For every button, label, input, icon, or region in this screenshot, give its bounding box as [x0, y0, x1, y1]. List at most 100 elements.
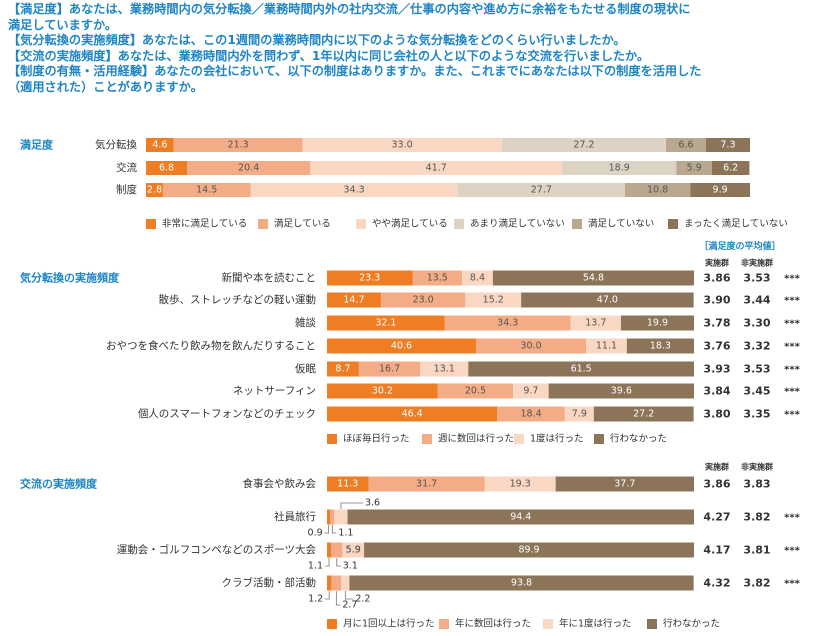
mean-value: 3.44 — [743, 294, 770, 307]
callout-label: 2.7 — [342, 600, 357, 611]
bar-value-label: 27.7 — [531, 185, 552, 196]
bar-value-label: 11.3 — [337, 479, 358, 490]
bar-segment — [555, 476, 694, 492]
bar-value-label: 23.3 — [359, 273, 380, 284]
mean-column-header: 実施群 — [705, 258, 729, 268]
bar-segment — [327, 509, 331, 525]
category-label: クラブ活動・部活動 — [222, 576, 317, 589]
bar-value-label: 7.9 — [572, 409, 587, 420]
significance-mark: *** — [784, 274, 800, 285]
bar-value-label: 6.6 — [678, 140, 693, 151]
bar-segment — [146, 138, 174, 152]
significance-mark: *** — [784, 579, 800, 590]
bar-value-label: 46.4 — [402, 409, 423, 420]
bar-segment — [302, 138, 502, 152]
bar-segment — [327, 270, 413, 286]
significance-mark: *** — [784, 319, 800, 330]
bar-segment — [586, 338, 627, 354]
mean-value: 3.82 — [743, 577, 770, 590]
bar-value-label: 31.7 — [416, 479, 437, 490]
mean-value: 3.30 — [743, 317, 770, 330]
mean-value: 3.45 — [743, 385, 770, 398]
mean-value: 3.86 — [703, 272, 730, 285]
legend-label: 満足していない — [588, 219, 654, 230]
bar-segment — [327, 292, 381, 308]
category-label: 個人のスマートフォンなどのチェック — [138, 407, 316, 420]
category-label: 散歩、ストレッチなどの軽い運動 — [159, 293, 317, 306]
legend-label: まったく満足していない — [684, 219, 788, 230]
callout-label: 2.2 — [355, 594, 370, 605]
bar-value-label: 47.0 — [597, 295, 618, 306]
bar-segment — [358, 361, 421, 377]
legend-swatch — [422, 434, 432, 444]
category-label: 食事会や飲み会 — [243, 477, 317, 490]
legend-label: やや満足している — [372, 219, 448, 230]
bar-segment — [624, 183, 691, 197]
callout-line — [331, 525, 337, 534]
legend-label: 年に数回は行った — [455, 618, 531, 630]
category-label: 制度 — [116, 183, 137, 196]
bar-value-label: 5.9 — [687, 163, 702, 174]
bar-segment — [347, 509, 694, 525]
bar-value-label: 19.3 — [510, 479, 531, 490]
legend-swatch — [543, 619, 553, 629]
mean-column-header: 非実施群 — [741, 462, 773, 472]
legend-label: 非常に満足している — [162, 218, 247, 230]
category-label: 気分転換 — [95, 138, 137, 151]
bar-segment — [341, 575, 350, 591]
mean-value: 3.53 — [743, 272, 770, 285]
bar-segment — [705, 138, 750, 152]
mean-value: 3.53 — [743, 363, 770, 376]
bar-segment — [626, 338, 694, 354]
mean-value: 3.84 — [703, 385, 730, 398]
legend-swatch — [647, 619, 657, 629]
section-title: 気分転換の実施頻度 — [20, 271, 120, 285]
mean-value: 3.86 — [703, 478, 730, 491]
category-label: 交流 — [116, 161, 137, 174]
legend-swatch — [572, 219, 582, 229]
bar-segment — [492, 270, 694, 286]
category-label: 仮眠 — [295, 362, 316, 375]
category-label: 社員旅行 — [274, 510, 316, 523]
bar-value-label: 9.9 — [713, 185, 728, 196]
callout-line — [335, 591, 341, 606]
significance-mark: *** — [784, 410, 800, 421]
bar-value-label: 89.9 — [518, 545, 539, 556]
bar-value-label: 21.3 — [228, 140, 249, 151]
bar-segment — [162, 183, 251, 197]
bar-value-label: 18.9 — [609, 163, 630, 174]
legend-swatch — [594, 434, 604, 444]
bar-value-label: 13.1 — [434, 364, 455, 375]
bar-value-label: 5.9 — [346, 545, 361, 556]
bar-value-label: 18.4 — [520, 409, 541, 420]
callout-line — [324, 525, 330, 534]
bar-value-label: 54.8 — [583, 273, 604, 284]
bar-segment — [420, 361, 469, 377]
bar-segment — [666, 138, 706, 152]
callout-label: 1.2 — [308, 594, 323, 605]
bar-segment — [476, 338, 587, 354]
bar-segment — [462, 270, 493, 286]
callout-line — [325, 591, 330, 600]
bar-value-label: 15.2 — [483, 295, 504, 306]
bar-value-label: 4.6 — [152, 140, 167, 151]
bar-segment — [250, 183, 458, 197]
legend-label: 行わなかった — [610, 433, 667, 445]
bar-segment — [364, 542, 694, 558]
bar-segment — [173, 138, 303, 152]
callout-label: 1.1 — [338, 528, 353, 539]
bar-value-label: 13.7 — [585, 318, 606, 329]
bar-segment — [327, 406, 498, 422]
bar-segment — [327, 542, 332, 558]
bar-segment — [562, 161, 677, 175]
significance-mark: *** — [784, 365, 800, 376]
legend-swatch — [146, 219, 156, 229]
mean-value: 3.93 — [703, 363, 730, 376]
legend-swatch — [327, 434, 337, 444]
category-label: おやつを食べたり飲み物を飲んだりすること — [106, 339, 316, 352]
legend-label: 1度は行った — [530, 433, 584, 445]
bar-value-label: 30.2 — [372, 386, 393, 397]
header-line: 満足していますか。 — [8, 17, 118, 32]
legend-swatch — [356, 219, 366, 229]
legend-label: 月に1回以上は行った — [343, 618, 435, 630]
